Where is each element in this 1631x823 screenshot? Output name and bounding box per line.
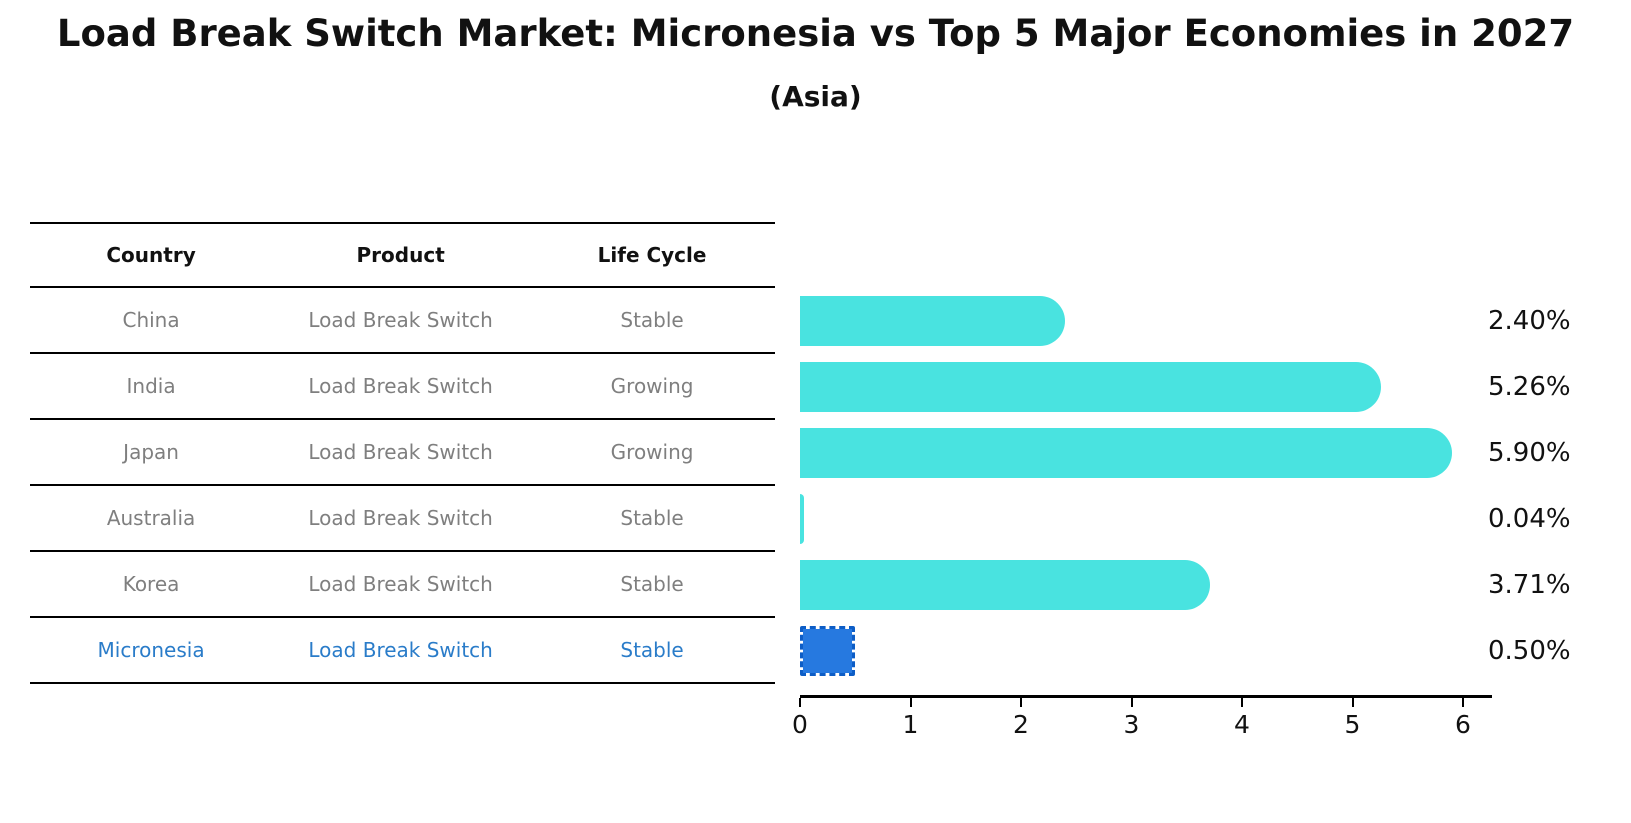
- x-tick-6: [1462, 698, 1464, 707]
- bar-korea: [800, 560, 1210, 610]
- cell-product: Load Break Switch: [308, 638, 493, 662]
- cell-country: India: [126, 374, 176, 398]
- x-tick-3: [1130, 698, 1133, 707]
- x-tick-0: [799, 698, 801, 707]
- cell-product: Load Break Switch: [308, 506, 493, 530]
- chart-title: Load Break Switch Market: Micronesia vs …: [56, 12, 1575, 55]
- table-row-micronesia: Micronesia Load Break Switch Stable: [30, 618, 775, 684]
- bar-india: [800, 362, 1381, 412]
- cell-country: Korea: [122, 572, 180, 596]
- bar-australia: [800, 494, 804, 544]
- x-tick-1: [909, 698, 912, 707]
- value-label-korea: 3.71%: [1488, 570, 1571, 600]
- table-body: China Load Break Switch Stable India Load Br…: [30, 288, 775, 684]
- table-row-japan: Japan Load Break Switch Growing: [30, 420, 775, 486]
- x-tick-label-6: 6: [1455, 710, 1471, 739]
- value-label-micronesia: 0.50%: [1488, 636, 1571, 666]
- x-tick-label-0: 0: [792, 710, 808, 739]
- cell-country: Australia: [106, 506, 196, 530]
- table-header-row: Country Product Life Cycle: [30, 222, 775, 288]
- cell-product: Load Break Switch: [308, 308, 493, 332]
- col-header-product: Product: [356, 243, 445, 267]
- cell-lifecycle: Growing: [610, 374, 694, 398]
- x-tick-label-2: 2: [1013, 710, 1029, 739]
- table-row-korea: Korea Load Break Switch Stable: [30, 552, 775, 618]
- value-label-australia: 0.04%: [1488, 504, 1571, 534]
- chart-subtitle: (Asia): [769, 80, 862, 113]
- value-label-china: 2.40%: [1488, 306, 1571, 336]
- cell-lifecycle: Stable: [620, 308, 684, 332]
- cell-country: Japan: [123, 440, 179, 464]
- x-tick-2: [1020, 698, 1022, 707]
- cell-country: China: [122, 308, 180, 332]
- cell-country: Micronesia: [97, 638, 205, 662]
- cell-product: Load Break Switch: [308, 374, 493, 398]
- bar-china: [800, 296, 1065, 346]
- bar-micronesia: [800, 626, 855, 676]
- bar-japan: [800, 428, 1452, 478]
- cell-lifecycle: Stable: [620, 506, 684, 530]
- x-tick-4: [1241, 698, 1243, 707]
- x-tick-label-3: 3: [1123, 710, 1140, 739]
- x-axis-line: [800, 695, 1492, 698]
- value-label-japan: 5.90%: [1488, 438, 1571, 468]
- x-tick-label-5: 5: [1344, 710, 1361, 739]
- cell-lifecycle: Stable: [620, 572, 684, 596]
- table-row-india: India Load Break Switch Growing: [30, 354, 775, 420]
- cell-lifecycle: Stable: [620, 638, 684, 662]
- x-tick-label-4: 4: [1234, 710, 1250, 739]
- cell-product: Load Break Switch: [308, 572, 493, 596]
- country-table: Country Product Life Cycle China Load Bre…: [30, 222, 775, 684]
- x-tick-5: [1351, 698, 1354, 707]
- cell-product: Load Break Switch: [308, 440, 493, 464]
- cell-lifecycle: Growing: [610, 440, 694, 464]
- col-header-country: Country: [106, 243, 196, 267]
- col-header-lifecycle: Life Cycle: [597, 243, 707, 267]
- value-label-india: 5.26%: [1488, 372, 1571, 402]
- table-row-australia: Australia Load Break Switch Stable: [30, 486, 775, 552]
- table-row-china: China Load Break Switch Stable: [30, 288, 775, 354]
- x-tick-label-1: 1: [902, 710, 919, 739]
